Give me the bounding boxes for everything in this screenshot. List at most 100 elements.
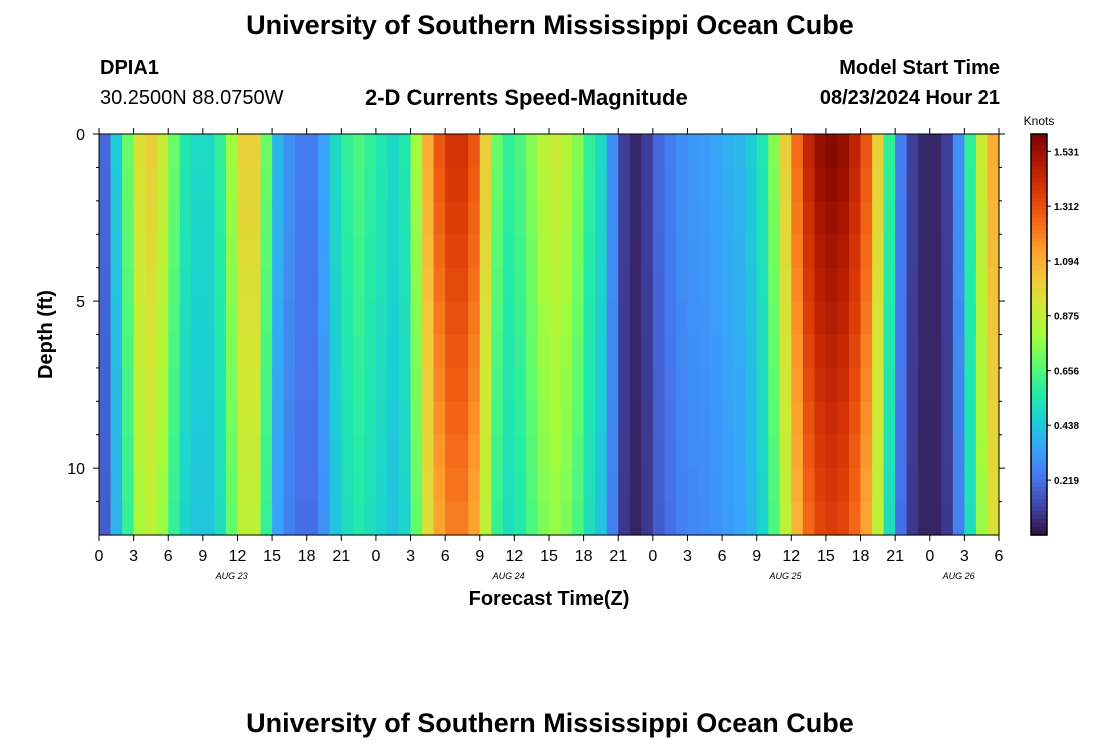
heatmap-cell <box>768 501 781 536</box>
heatmap-cell <box>295 367 308 402</box>
heatmap-cell <box>941 301 954 336</box>
x-tick-label: 3 <box>683 548 692 565</box>
colorbar-segment <box>1031 154 1047 159</box>
colorbar-segment <box>1031 246 1047 251</box>
heatmap-cell <box>606 334 619 369</box>
heatmap-cell <box>375 134 389 169</box>
heatmap-cell <box>225 468 239 503</box>
heatmap-cell <box>364 401 377 436</box>
heatmap-cell <box>618 134 631 169</box>
heatmap-cell <box>214 367 227 402</box>
heatmap-cell <box>549 134 562 169</box>
heatmap-cell <box>399 468 412 503</box>
heatmap-cell <box>975 267 989 302</box>
heatmap-cell <box>133 234 146 269</box>
heatmap-cell <box>514 267 527 302</box>
heatmap-cell <box>456 134 469 169</box>
heatmap-cell <box>802 200 815 235</box>
heatmap-cell <box>525 134 539 169</box>
heatmap-cell <box>906 234 919 269</box>
heatmap-cell <box>99 334 112 369</box>
heatmap-cell <box>202 401 215 436</box>
heatmap-cell <box>745 334 758 369</box>
heatmap-cell <box>975 234 989 269</box>
heatmap-cell <box>214 334 227 369</box>
heatmap-cell <box>641 134 654 169</box>
colorbar-segment <box>1031 266 1047 271</box>
heatmap-cell <box>422 234 435 269</box>
heatmap-cell <box>456 434 469 469</box>
heatmap-cell <box>975 468 989 503</box>
heatmap-cell <box>387 167 400 202</box>
colorbar-segment <box>1031 526 1047 532</box>
colorbar-segment <box>1031 178 1047 183</box>
heatmap-cell <box>514 501 527 536</box>
heatmap-cell <box>364 334 377 369</box>
heatmap-cell <box>699 200 712 235</box>
heatmap-cell <box>687 234 700 269</box>
heatmap-cell <box>156 501 169 536</box>
heatmap-cell <box>941 267 954 302</box>
heatmap-cell <box>825 267 839 302</box>
heatmap-cell <box>779 267 792 302</box>
colorbar-segment <box>1031 394 1047 400</box>
heatmap-cell <box>710 200 723 235</box>
heatmap-cell <box>341 401 354 436</box>
heatmap-cell <box>837 367 850 402</box>
heatmap-cell <box>964 134 977 169</box>
heatmap-cell <box>883 367 896 402</box>
heatmap-cell <box>445 200 458 235</box>
heatmap-cell <box>906 267 919 302</box>
heatmap-cell <box>145 334 158 369</box>
heatmap-cell <box>179 267 192 302</box>
heatmap-cell <box>745 134 758 169</box>
heatmap-cell <box>837 468 850 503</box>
heatmap-cell <box>295 200 308 235</box>
heatmap-cell <box>479 334 492 369</box>
heatmap-cell <box>675 501 689 536</box>
heatmap-cell <box>410 200 423 235</box>
heatmap-cell <box>779 501 792 536</box>
footer-title: University of Southern Mississippi Ocean… <box>246 708 854 738</box>
colorbar-segment <box>1031 454 1047 460</box>
colorbar-segment <box>1031 262 1047 267</box>
heatmap-cell <box>572 501 585 536</box>
heatmap-cell <box>468 334 481 369</box>
heatmap-cell <box>687 367 700 402</box>
heatmap-cell <box>283 468 296 503</box>
heatmap-cell <box>860 468 873 503</box>
heatmap-cell <box>306 401 319 436</box>
heatmap-cell <box>710 267 723 302</box>
heatmap-cell <box>872 234 885 269</box>
heatmap-cell <box>595 167 608 202</box>
heatmap-cell <box>768 301 781 336</box>
heatmap-cell <box>710 334 723 369</box>
heatmap-cell <box>433 468 446 503</box>
heatmap-cell <box>375 434 389 469</box>
colorbar-segment <box>1031 466 1047 472</box>
heatmap-cell <box>283 267 296 302</box>
heatmap-cell <box>941 501 954 536</box>
x-tick-label: 6 <box>718 548 727 565</box>
heatmap-cell <box>445 167 458 202</box>
heatmap-cell <box>145 134 158 169</box>
colorbar-segment <box>1031 430 1047 436</box>
heatmap-cell <box>525 501 539 536</box>
heatmap-cell <box>364 301 377 336</box>
heatmap-cell <box>514 200 527 235</box>
x-tick-label: 9 <box>475 548 484 565</box>
heatmap-cell <box>502 468 515 503</box>
page-title: University of Southern Mississippi Ocean… <box>246 10 854 40</box>
heatmap-cell <box>318 367 331 402</box>
heatmap-cell <box>918 134 931 169</box>
heatmap-cell <box>445 468 458 503</box>
heatmap-cell <box>329 501 342 536</box>
heatmap-cell <box>491 234 504 269</box>
heatmap-cell <box>99 401 112 436</box>
heatmap-cell <box>341 134 354 169</box>
colorbar-segment <box>1031 514 1047 520</box>
heatmap-cell <box>99 434 112 469</box>
heatmap-cell <box>906 468 919 503</box>
heatmap-cell <box>352 434 365 469</box>
heatmap-cell <box>364 267 377 302</box>
